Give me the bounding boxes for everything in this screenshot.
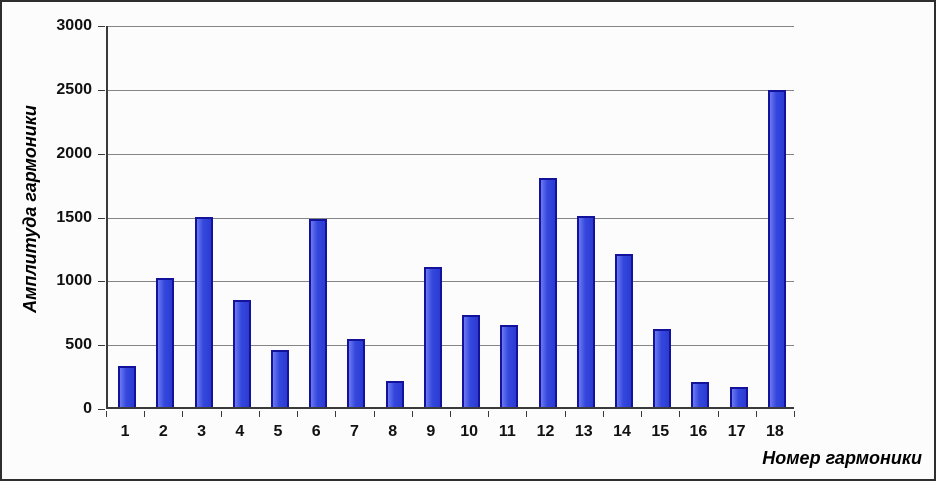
bar-harmonic-14 bbox=[615, 253, 633, 407]
x-tick-label-18: 18 bbox=[765, 423, 784, 440]
y-tick-mark bbox=[98, 345, 105, 347]
x-tick-label-2: 2 bbox=[158, 423, 168, 440]
bar-harmonic-9 bbox=[423, 266, 442, 407]
x-tick-mark bbox=[106, 411, 107, 417]
y-tick-label: 2000 bbox=[56, 144, 92, 162]
y-tick-mark bbox=[98, 153, 105, 155]
bar-harmonic-1 bbox=[118, 366, 137, 407]
y-tick-label: 3000 bbox=[56, 17, 92, 34]
bar-harmonic-12 bbox=[538, 177, 557, 407]
x-tick-label-9: 9 bbox=[426, 423, 436, 440]
x-tick-label-8: 8 bbox=[388, 423, 398, 440]
x-tick-label-13: 13 bbox=[574, 423, 593, 440]
x-tick-label-15: 15 bbox=[651, 423, 670, 440]
x-tick-mark bbox=[794, 411, 795, 417]
bar-harmonic-3 bbox=[194, 217, 213, 407]
bar-harmonic-6 bbox=[309, 219, 328, 407]
bar-harmonic-8 bbox=[385, 380, 404, 407]
x-tick-label-3: 3 bbox=[197, 423, 206, 440]
y-tick-label: 500 bbox=[65, 336, 92, 354]
bar-harmonic-17 bbox=[729, 387, 748, 407]
bar-harmonic-5 bbox=[271, 350, 289, 407]
x-tick-mark bbox=[641, 411, 643, 417]
y-tick-label: 0 bbox=[83, 400, 92, 417]
x-tick-label-14: 14 bbox=[613, 423, 631, 440]
gridline bbox=[108, 26, 794, 27]
x-tick-label-12: 12 bbox=[536, 423, 555, 440]
y-tick-label: 1000 bbox=[56, 272, 92, 290]
x-tick-mark bbox=[755, 411, 757, 417]
x-tick-mark bbox=[182, 411, 184, 417]
bar-harmonic-15 bbox=[653, 328, 672, 407]
bar-harmonic-2 bbox=[156, 278, 175, 407]
x-tick-label-10: 10 bbox=[460, 423, 478, 440]
x-tick-label-7: 7 bbox=[349, 423, 359, 440]
y-tick-mark bbox=[98, 409, 105, 410]
y-tick-label: 2500 bbox=[56, 80, 92, 98]
x-tick-mark bbox=[373, 411, 375, 417]
bar-harmonic-18 bbox=[767, 89, 786, 407]
x-tick-mark bbox=[602, 411, 604, 417]
x-tick-mark bbox=[564, 411, 566, 417]
x-tick-mark bbox=[679, 411, 681, 417]
x-tick-mark bbox=[220, 411, 222, 417]
x-tick-label-11: 11 bbox=[498, 423, 516, 440]
bar-harmonic-4 bbox=[232, 299, 251, 407]
y-tick-mark bbox=[98, 281, 105, 283]
bar-harmonic-16 bbox=[691, 382, 710, 407]
gridline bbox=[108, 217, 794, 219]
bar-harmonic-7 bbox=[347, 338, 366, 407]
gridline bbox=[108, 345, 794, 347]
x-axis-title: Номер гармоники bbox=[762, 448, 922, 468]
bar-harmonic-10 bbox=[462, 315, 481, 407]
x-tick-mark bbox=[488, 411, 490, 417]
x-tick-label-17: 17 bbox=[727, 423, 746, 440]
y-tick-mark bbox=[98, 26, 105, 27]
y-tick-label: 1500 bbox=[56, 208, 92, 226]
x-tick-mark bbox=[297, 411, 299, 417]
x-tick-mark bbox=[258, 411, 260, 417]
plot-area bbox=[106, 26, 794, 409]
x-tick-mark bbox=[717, 411, 719, 417]
x-tick-mark bbox=[335, 411, 337, 417]
x-tick-label-4: 4 bbox=[235, 423, 245, 440]
y-tick-mark bbox=[98, 217, 105, 219]
x-tick-mark bbox=[411, 411, 413, 417]
gridline bbox=[108, 281, 794, 283]
x-tick-mark bbox=[526, 411, 528, 417]
gridline bbox=[108, 153, 794, 155]
x-tick-mark bbox=[144, 411, 146, 417]
x-tick-label-5: 5 bbox=[273, 423, 283, 440]
x-tick-mark bbox=[450, 411, 451, 417]
gridline bbox=[108, 89, 794, 91]
bar-harmonic-11 bbox=[500, 325, 519, 407]
x-tick-label-6: 6 bbox=[311, 423, 321, 440]
x-tick-label-1: 1 bbox=[120, 423, 130, 440]
y-tick-mark bbox=[98, 89, 105, 91]
x-tick-label-16: 16 bbox=[689, 423, 708, 440]
bar-harmonic-13 bbox=[576, 216, 595, 407]
